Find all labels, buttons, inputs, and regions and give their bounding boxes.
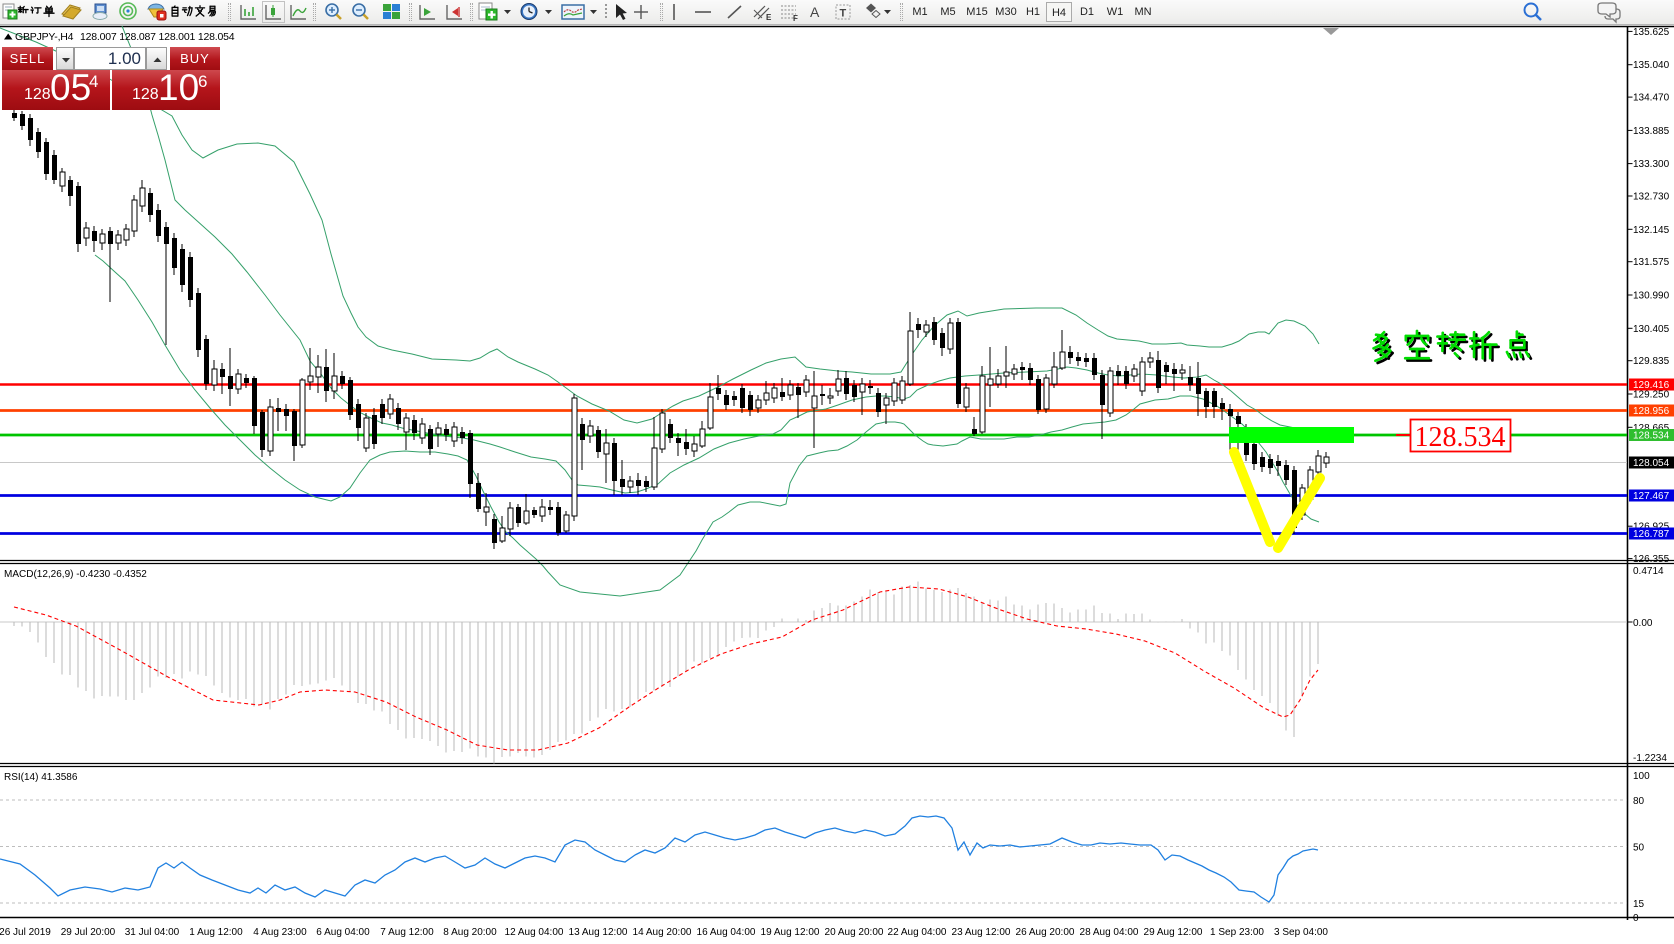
svg-text:134.470: 134.470 — [1633, 93, 1670, 104]
svg-text:0: 0 — [1633, 913, 1639, 924]
svg-text:128.007 128.087 128.001 128.05: 128.007 128.087 128.001 128.054 — [80, 31, 235, 43]
svg-text:14 Aug 20:00: 14 Aug 20:00 — [633, 927, 692, 938]
svg-text:A: A — [810, 4, 820, 20]
svg-text:28 Aug 04:00: 28 Aug 04:00 — [1080, 927, 1139, 938]
svg-text:6 Aug 04:00: 6 Aug 04:00 — [316, 927, 370, 938]
svg-text:128.054: 128.054 — [1633, 458, 1670, 469]
svg-text:133.300: 133.300 — [1633, 159, 1670, 170]
svg-text:4 Aug 23:00: 4 Aug 23:00 — [253, 927, 307, 938]
svg-text:29 Jul 20:00: 29 Jul 20:00 — [61, 927, 116, 938]
svg-text:129.835: 129.835 — [1633, 356, 1670, 367]
svg-text:26 Jul 2019: 26 Jul 2019 — [0, 927, 51, 938]
svg-text:133.885: 133.885 — [1633, 126, 1670, 137]
svg-text:130.405: 130.405 — [1633, 324, 1670, 335]
svg-text:128.956: 128.956 — [1633, 406, 1670, 417]
svg-text:7 Aug 12:00: 7 Aug 12:00 — [380, 927, 434, 938]
svg-text:GBPJPY-,H4: GBPJPY-,H4 — [15, 31, 74, 43]
svg-text:126.355: 126.355 — [1633, 554, 1670, 565]
svg-text:132.730: 132.730 — [1633, 192, 1670, 203]
svg-text:0.00: 0.00 — [1633, 618, 1653, 629]
svg-text:126.925: 126.925 — [1633, 522, 1670, 533]
svg-text:RSI(14) 41.3586: RSI(14) 41.3586 — [4, 772, 78, 783]
svg-text:135.040: 135.040 — [1633, 60, 1670, 71]
svg-text:126.787: 126.787 — [1633, 529, 1670, 540]
svg-text:130.990: 130.990 — [1633, 291, 1670, 302]
svg-text:80: 80 — [1633, 796, 1645, 807]
svg-text:128.665: 128.665 — [1633, 423, 1670, 434]
svg-text:MACD(12,26,9) -0.4230 -0.4352: MACD(12,26,9) -0.4230 -0.4352 — [4, 569, 147, 580]
svg-text:128.534: 128.534 — [1633, 431, 1670, 442]
svg-text:15: 15 — [1633, 899, 1645, 910]
svg-text:26 Aug 20:00: 26 Aug 20:00 — [1016, 927, 1075, 938]
svg-text:E: E — [766, 13, 772, 22]
svg-text:16 Aug 04:00: 16 Aug 04:00 — [697, 927, 756, 938]
svg-text:50: 50 — [1633, 843, 1645, 854]
svg-text:29 Aug 12:00: 29 Aug 12:00 — [1144, 927, 1203, 938]
svg-text:129.416: 129.416 — [1633, 380, 1670, 391]
svg-text:T: T — [840, 8, 847, 20]
svg-text:127.467: 127.467 — [1633, 491, 1670, 502]
svg-text:100: 100 — [1633, 771, 1650, 782]
svg-text:23 Aug 12:00: 23 Aug 12:00 — [952, 927, 1011, 938]
svg-text:F: F — [793, 14, 798, 23]
svg-text:22 Aug 04:00: 22 Aug 04:00 — [888, 927, 947, 938]
svg-text:13 Aug 12:00: 13 Aug 12:00 — [569, 927, 628, 938]
svg-text:12 Aug 04:00: 12 Aug 04:00 — [505, 927, 564, 938]
svg-text:-1.2234: -1.2234 — [1633, 753, 1667, 764]
svg-text:31 Jul 04:00: 31 Jul 04:00 — [125, 927, 180, 938]
svg-text:1 Aug 12:00: 1 Aug 12:00 — [189, 927, 243, 938]
svg-text:128.534: 128.534 — [1415, 422, 1506, 453]
svg-text:0.4714: 0.4714 — [1633, 566, 1664, 577]
svg-text:132.145: 132.145 — [1633, 225, 1670, 236]
svg-text:131.575: 131.575 — [1633, 257, 1670, 268]
svg-text:129.250: 129.250 — [1633, 390, 1670, 401]
svg-text:135.625: 135.625 — [1633, 27, 1670, 38]
svg-text:1 Sep 23:00: 1 Sep 23:00 — [1210, 927, 1264, 938]
svg-text:19 Aug 12:00: 19 Aug 12:00 — [761, 927, 820, 938]
svg-text:20 Aug 20:00: 20 Aug 20:00 — [825, 927, 884, 938]
svg-text:3 Sep 04:00: 3 Sep 04:00 — [1274, 927, 1328, 938]
svg-text:8 Aug 20:00: 8 Aug 20:00 — [443, 927, 497, 938]
